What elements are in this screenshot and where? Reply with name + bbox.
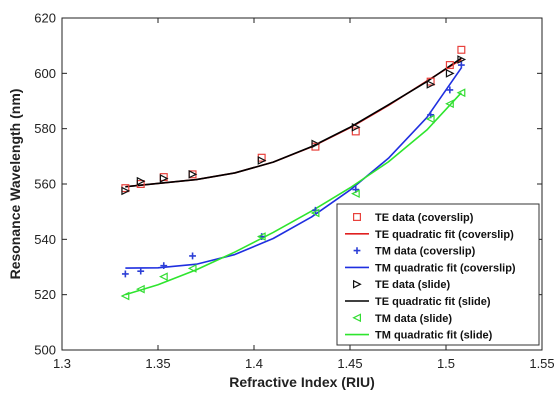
y-tick-label: 580: [34, 121, 56, 136]
legend-box: [336, 203, 540, 346]
x-tick-label: 1.4: [245, 356, 263, 371]
y-tick-label: 540: [34, 232, 56, 247]
data-point-te-data-coverslip: [445, 61, 454, 70]
data-point-te-data-slide: [445, 68, 455, 78]
legend-entry-label: TE data (slide): [375, 279, 451, 291]
fit-curve-te-quadratic-fit-slide: [125, 57, 462, 188]
data-point-tm-data-slide: [445, 99, 454, 109]
data-point-te-data-slide: [311, 139, 321, 149]
data-point-te-data-slide: [351, 122, 361, 132]
data-point-tm-data-coverslip: [457, 61, 465, 69]
data-point-tm-data-slide: [159, 272, 168, 282]
data-point-te-data-slide: [159, 174, 169, 183]
fit-curve-tm-quadratic-fit-coverslip: [125, 67, 463, 269]
data-point-te-data-slide: [188, 169, 198, 179]
fit-curve-tm-quadratic-fit-slide: [125, 92, 462, 296]
y-tick-label: 520: [34, 287, 56, 302]
x-axis-title: Refractive Index (RIU): [229, 374, 374, 390]
x-axis-ticks: 1.3 1.35 1.4 1.45 1.5 1.55: [53, 18, 554, 371]
data-point-tm-data-coverslip: [137, 267, 145, 275]
data-point-tm-data-slide: [310, 208, 320, 218]
data-point-tm-data-slide: [120, 291, 130, 301]
data-point-te-data-slide: [426, 80, 436, 89]
x-tick-label: 1.3: [53, 356, 71, 371]
y-tick-label: 620: [34, 11, 56, 26]
legend-marker-swatch: [352, 313, 361, 323]
legend-entry-label: TM data (coverslip): [375, 246, 476, 258]
data-point-te-data-coverslip: [351, 127, 360, 136]
y-tick-label: 560: [34, 177, 56, 192]
data-point-te-data-slide: [136, 176, 146, 186]
legend-entry-label: TM quadratic fit (coverslip): [375, 262, 516, 274]
data-point-te-data-coverslip: [457, 45, 466, 54]
x-tick-label: 1.55: [529, 356, 554, 371]
legend: TE data (coverslip) TE quadratic fit (cov…: [336, 203, 540, 346]
y-tick-label: 500: [34, 343, 56, 358]
data-point-tm-data-slide: [425, 114, 435, 124]
y-axis-title: Resonance Wavelength (nm): [7, 89, 23, 280]
y-axis-ticks: 500 520 540 560 580 600 620: [34, 11, 542, 358]
data-point-te-data-slide: [457, 55, 467, 64]
fit-curves: [125, 57, 463, 296]
legend-entry-label: TE quadratic fit (slide): [375, 296, 491, 308]
data-point-te-data-slide: [257, 156, 267, 165]
data-point-tm-data-slide: [187, 264, 197, 273]
legend-entry-label: TE data (coverslip): [375, 212, 474, 224]
legend-entry-label: TE quadratic fit (coverslip): [375, 229, 514, 241]
data-point-tm-data-coverslip: [121, 270, 129, 278]
legend-marker-swatch: [353, 247, 361, 254]
legend-marker-swatch: [353, 279, 362, 289]
x-tick-label: 1.35: [145, 356, 170, 371]
x-tick-label: 1.45: [337, 356, 362, 371]
data-point-tm-data-slide: [351, 189, 360, 199]
legend-entry-label: TM quadratic fit (slide): [375, 330, 493, 342]
x-tick-label: 1.5: [437, 356, 455, 371]
y-tick-label: 600: [34, 66, 56, 81]
data-point-tm-data-slide: [456, 88, 466, 98]
data-point-tm-data-coverslip: [446, 86, 454, 94]
data-point-tm-data-coverslip: [189, 252, 196, 260]
data-point-tm-data-coverslip: [160, 262, 168, 270]
legend-marker-swatch: [353, 213, 362, 222]
data-point-tm-data-slide: [135, 284, 145, 294]
data-point-tm-data-slide: [256, 232, 266, 241]
legend-entry-label: TM data (slide): [375, 313, 452, 325]
data-points: [120, 45, 467, 301]
data-point-te-data-slide: [121, 186, 131, 196]
